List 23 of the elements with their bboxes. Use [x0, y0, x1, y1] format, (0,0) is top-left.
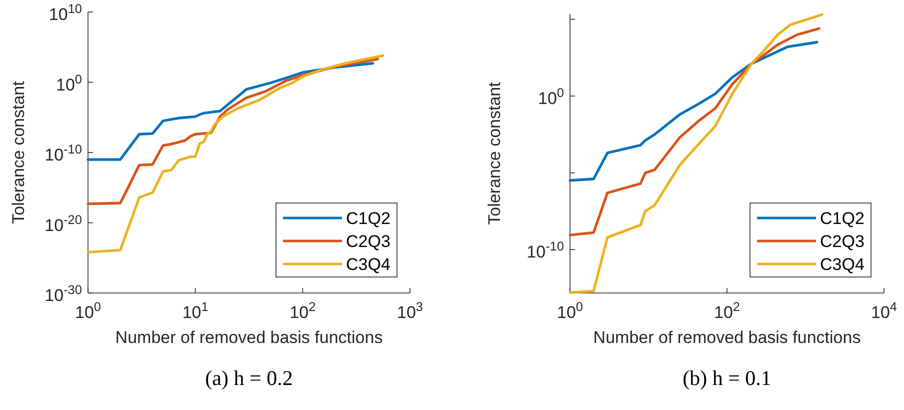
- legend-label: C2Q3: [820, 232, 864, 251]
- x-tick-label: 10$^{2}$: [290, 298, 316, 322]
- legend-label: C3Q4: [346, 255, 390, 274]
- y-axis-title: Tolerance constant: [9, 80, 28, 224]
- text: (b) h = 0.1: [682, 366, 772, 390]
- x-tick-label: 10$^{1}$: [182, 298, 208, 322]
- text: (a) h = 0.2: [205, 366, 293, 390]
- y-axis-title: Tolerance constant: [485, 82, 504, 225]
- x-tick-label: 10$^{4}$: [870, 298, 898, 322]
- x-tick-label: 10$^{2}$: [714, 298, 740, 322]
- y-tick-label: 10$^{-10}$: [44, 141, 82, 164]
- y-tick-label: 10$^{0}$: [56, 70, 82, 94]
- x-tick-label: 10$^{0}$: [556, 298, 584, 322]
- y-tick-label: 10$^{10}$: [48, 0, 82, 24]
- x-axis-title: Number of removed basis functions: [115, 328, 383, 347]
- legend-label: C3Q4: [820, 255, 864, 274]
- legend-label: C1Q2: [346, 209, 390, 228]
- y-tick-label: 10$^{-10}$: [526, 238, 564, 262]
- y-tick-label: 10$^{-20}$: [44, 211, 82, 235]
- x-tick-label: 10$^{3}$: [396, 298, 424, 322]
- x-axis-title: Number of removed basis functions: [593, 328, 861, 347]
- legend-label: C2Q3: [346, 232, 390, 251]
- legend-label: C1Q2: [820, 209, 864, 228]
